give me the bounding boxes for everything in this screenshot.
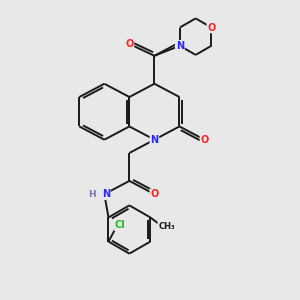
Text: O: O [125, 39, 134, 49]
Text: H: H [88, 190, 96, 199]
Text: O: O [207, 22, 216, 32]
Text: N: N [102, 189, 110, 199]
Text: N: N [150, 135, 158, 145]
Text: CH₃: CH₃ [158, 222, 175, 231]
Text: O: O [150, 189, 158, 199]
Text: O: O [200, 135, 208, 145]
Text: Cl: Cl [115, 220, 126, 230]
Text: N: N [176, 41, 184, 51]
